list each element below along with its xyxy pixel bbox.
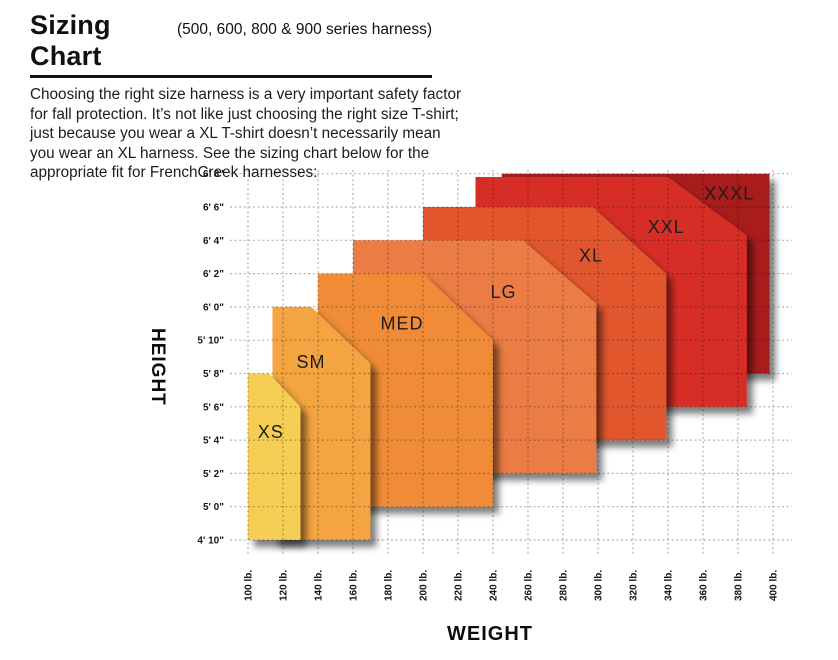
y-tick-label: 6' 4" — [203, 236, 224, 247]
x-tick-label: 320 lb. — [629, 570, 640, 601]
y-tick-label: 5' 8" — [203, 369, 224, 380]
page-subtitle: (500, 600, 800 & 900 series harness) — [176, 21, 432, 38]
size-label-xxxl: XXXL — [704, 184, 754, 204]
x-tick-label: 140 lb. — [314, 570, 325, 601]
y-tick-label: 5' 4" — [203, 436, 224, 447]
description: Choosing the right size harness is a ver… — [30, 86, 462, 182]
y-tick-label: 4' 10" — [197, 536, 224, 547]
size-label-xxl: XXL — [648, 217, 685, 237]
y-tick-label: 6' 2" — [203, 269, 224, 280]
title-row: Sizing Chart (500, 600, 800 & 900 series… — [30, 10, 432, 78]
size-region-xs — [248, 373, 301, 540]
x-axis-labels: 100 lb. 120 lb. 140 lb. 160 lb. 180 lb. 200 l… — [244, 570, 780, 601]
y-tick-label: 5' 2" — [203, 469, 224, 480]
y-axis-labels: 6' 8" 6' 6" 6' 4" 6' 2" 6' 0" 5' 10" 5' 8" 5' 6… — [197, 169, 224, 546]
x-tick-label: 240 lb. — [489, 570, 500, 601]
size-label-med: MED — [381, 314, 424, 334]
size-regions — [248, 173, 770, 540]
x-tick-label: 120 lb. — [279, 570, 290, 601]
size-label-xs: XS — [258, 422, 284, 442]
x-tick-label: 200 lb. — [419, 570, 430, 601]
page-title: Sizing Chart — [30, 10, 111, 71]
x-tick-label: 100 lb. — [244, 570, 255, 601]
y-tick-label: 5' 0" — [203, 502, 224, 513]
x-tick-label: 220 lb. — [454, 570, 465, 601]
y-tick-label: 6' 0" — [203, 302, 224, 313]
grid — [230, 170, 792, 556]
size-label-lg: LG — [490, 282, 516, 302]
y-tick-label: 6' 8" — [203, 169, 224, 180]
weight-axis-title: WEIGHT — [447, 623, 533, 645]
x-tick-label: 260 lb. — [524, 570, 535, 601]
x-tick-label: 340 lb. — [664, 570, 675, 601]
x-tick-label: 180 lb. — [384, 570, 395, 601]
size-labels: XXXL XXL XL LG MED SM XS — [258, 184, 754, 442]
y-tick-label: 5' 6" — [203, 402, 224, 413]
size-label-sm: SM — [297, 352, 326, 372]
header: Sizing Chart (500, 600, 800 & 900 series… — [30, 10, 470, 183]
x-tick-label: 360 lb. — [699, 570, 710, 601]
x-tick-label: 400 lb. — [769, 570, 780, 601]
x-tick-label: 300 lb. — [594, 570, 605, 601]
height-axis-title: HEIGHT — [147, 328, 168, 406]
y-tick-label: 5' 10" — [197, 336, 224, 347]
x-tick-label: 380 lb. — [734, 570, 745, 601]
y-tick-label: 6' 6" — [203, 203, 224, 214]
x-tick-label: 280 lb. — [559, 570, 570, 601]
x-tick-label: 160 lb. — [349, 570, 360, 601]
size-label-xl: XL — [579, 245, 603, 265]
